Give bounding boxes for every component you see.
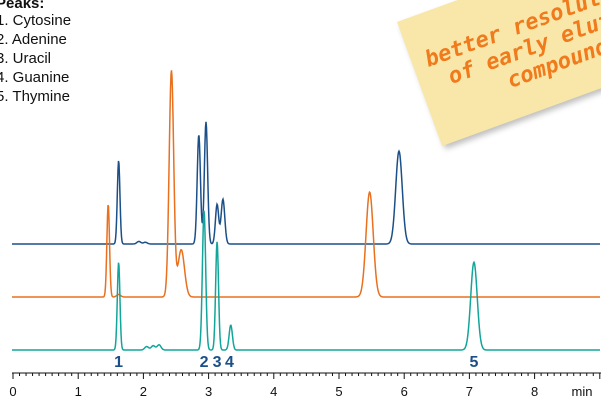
x-tick-label-1: 1 [75, 384, 82, 399]
peak-label-2: 2 [200, 354, 209, 371]
x-tick-label-6: 6 [401, 384, 408, 399]
chromatogram-trace-2 [12, 70, 600, 298]
x-tick-label-7: 7 [466, 384, 473, 399]
legend-item-guanine: 4. Guanine [0, 69, 70, 86]
x-tick-label-2: 2 [140, 384, 147, 399]
peak-label-3: 3 [213, 354, 222, 371]
peak-label-4: 4 [225, 354, 234, 371]
x-tick-label-3: 3 [205, 384, 212, 399]
legend-item-cytosine: 1. Cytosine [0, 12, 72, 29]
x-tick-label-0: 0 [9, 384, 16, 399]
peak-legend: Peaks: 1. Cytosine 2. Adenine 3. Uracil … [0, 0, 71, 106]
chromatogram-traces [12, 70, 600, 351]
peak-label-5: 5 [470, 354, 479, 371]
chromatogram-trace-3 [12, 210, 600, 351]
x-tick-label-5: 5 [335, 384, 342, 399]
legend-item-thymine: 5. Thymine [0, 88, 70, 105]
x-tick-label-8: 8 [531, 384, 538, 399]
x-tick-label-4: 4 [270, 384, 277, 399]
legend-title: Peaks: [0, 0, 45, 12]
chromatogram-trace-1 [12, 121, 600, 245]
x-axis-unit-label: min [572, 384, 593, 399]
legend-item-uracil: 3. Uracil [0, 50, 52, 67]
peak-label-1: 1 [114, 354, 123, 371]
legend-item-adenine: 2. Adenine [0, 31, 67, 48]
x-axis: 0 1 2 3 4 5 6 7 8 min [9, 372, 601, 399]
